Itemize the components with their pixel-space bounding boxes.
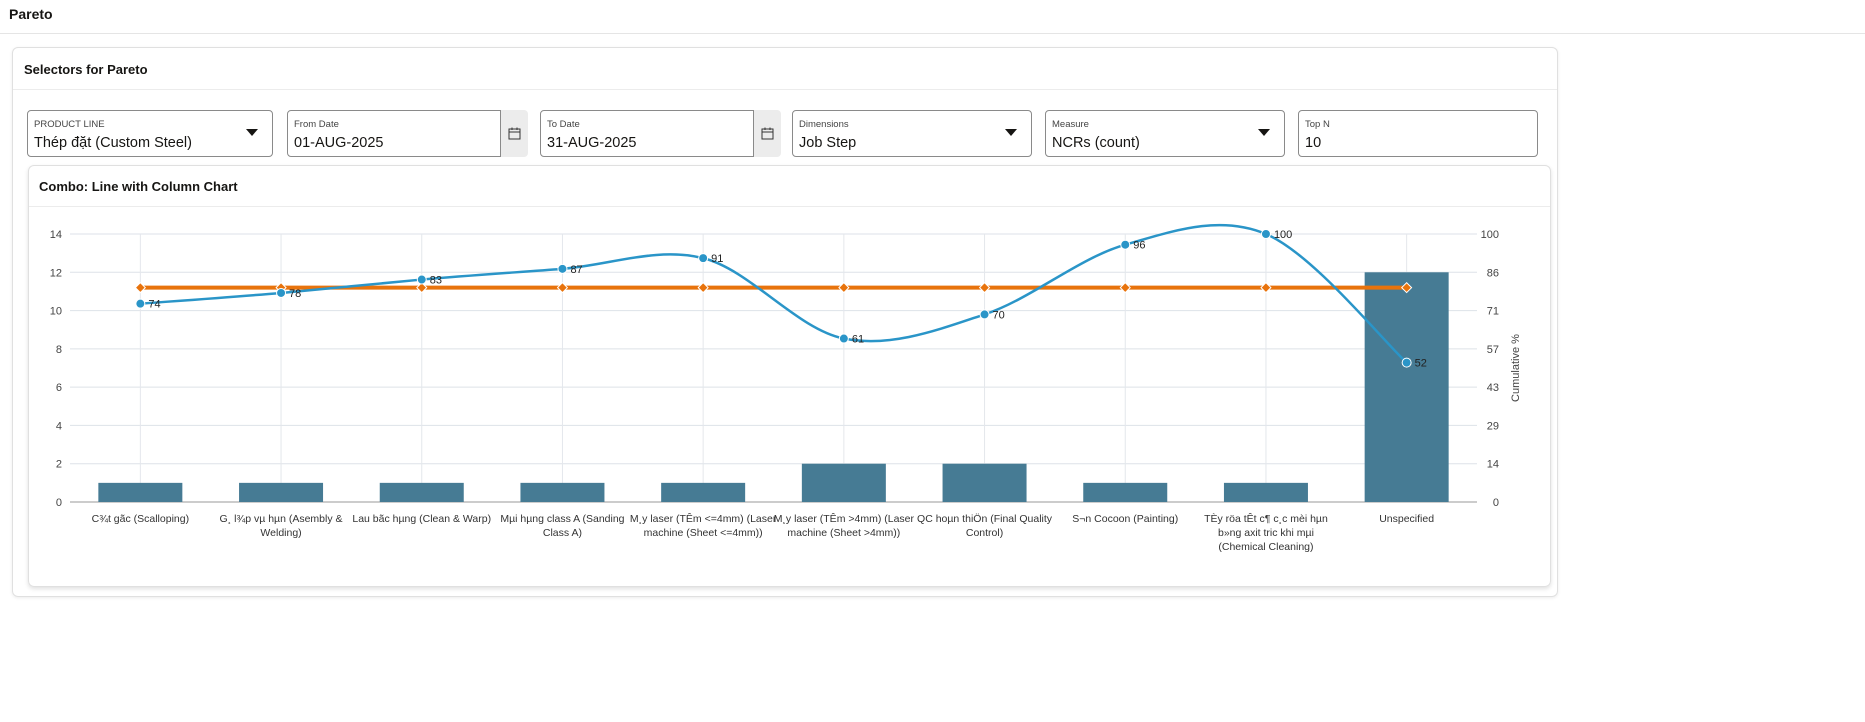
to-date-input[interactable]: To Date 31-AUG-2025 — [540, 110, 754, 157]
bar — [379, 482, 464, 502]
y-left-tick: 0 — [56, 497, 62, 509]
divider — [0, 33, 1865, 34]
data-label: 100 — [1274, 229, 1292, 241]
field-label: From Date — [294, 119, 339, 130]
dimensions-select[interactable]: Dimensions Job Step — [792, 110, 1032, 157]
chart-card: Combo: Line with Column Chart 0 2 4 6 8 10 12 1… — [28, 165, 1551, 587]
y-right-tick: 0 — [1493, 497, 1499, 509]
calendar-icon[interactable] — [501, 110, 528, 157]
bar — [661, 482, 746, 502]
threshold-marker — [1260, 281, 1272, 294]
product-line-select[interactable]: PRODUCT LINE Thép đặt (Custom Steel) — [27, 110, 273, 157]
top-n-input[interactable]: Top N 10 — [1298, 110, 1538, 157]
y-left-tick: 2 — [56, 459, 62, 471]
field-value: Thép đặt (Custom Steel) — [34, 135, 192, 151]
calendar-icon[interactable] — [754, 110, 781, 157]
y-left-tick: 8 — [56, 344, 62, 356]
y-right-tick: 100 — [1481, 229, 1499, 241]
bar — [98, 482, 183, 502]
field-value: 01-AUG-2025 — [294, 135, 384, 151]
data-label: 70 — [993, 309, 1005, 321]
x-tick-label: S¬n Cocoon (Painting) — [1072, 513, 1178, 525]
panel-title: Selectors for Pareto — [24, 62, 148, 77]
field-value: NCRs (count) — [1052, 135, 1140, 151]
selectors-panel: Selectors for Pareto PRODUCT LINE Thép đ… — [12, 47, 1558, 597]
bar — [520, 482, 605, 502]
cumulative-line — [140, 223, 1408, 364]
field-label: Dimensions — [799, 119, 849, 130]
y-right-tick: 86 — [1487, 267, 1499, 279]
bar — [801, 463, 886, 502]
field-label: Top N — [1305, 119, 1330, 130]
data-label: 78 — [289, 288, 301, 300]
y-right-label: Cumulative % — [1510, 334, 1522, 402]
field-label: Measure — [1052, 119, 1089, 130]
bar — [1364, 272, 1449, 502]
y-left-tick: 6 — [56, 382, 62, 394]
data-label: 83 — [430, 275, 442, 287]
caret-down-icon — [1258, 129, 1270, 136]
threshold-marker — [134, 281, 147, 294]
cumulative-point — [1401, 357, 1412, 368]
y-left-tick: 14 — [50, 229, 62, 241]
data-label: 74 — [148, 299, 160, 311]
x-tick-label: QC hoµn thiÖn (Final Quality Control) — [917, 513, 1053, 539]
y-left-tick: 4 — [56, 420, 62, 432]
cumulative-point — [979, 309, 990, 320]
field-value: 10 — [1305, 135, 1322, 151]
cumulative-point — [698, 253, 709, 264]
cumulative-point — [557, 263, 568, 274]
cumulative-point — [1120, 239, 1131, 250]
y-right-tick: 14 — [1487, 459, 1499, 471]
caret-down-icon — [246, 129, 258, 136]
bar — [1223, 482, 1308, 502]
x-tick-label: M¸y laser (TÊm <=4mm) (Laser machine (She… — [630, 512, 777, 539]
combo-chart: 0 2 4 6 8 10 12 14 0 14 29 43 57 71 86 100 Cumulative % C… — [50, 223, 1522, 553]
x-tick-label: TÈy röa tÊt c¶ c¸c mèi hµn b»ng axit tric… — [1204, 512, 1328, 553]
data-label: 96 — [1133, 240, 1145, 252]
x-tick-label: G¸ l¾p vµ hµn (Asembly & Welding) — [220, 513, 343, 539]
y-right-tick: 43 — [1487, 382, 1499, 394]
threshold-marker — [978, 281, 991, 294]
cumulative-point — [135, 298, 146, 309]
threshold-marker — [416, 281, 428, 294]
divider — [13, 89, 1557, 90]
data-label: 87 — [570, 264, 582, 276]
page-title: Pareto — [9, 6, 53, 22]
divider — [29, 206, 1550, 207]
cumulative-point — [1260, 229, 1271, 239]
from-date-input[interactable]: From Date 01-AUG-2025 — [287, 110, 501, 157]
threshold-marker — [838, 281, 850, 294]
y-right-tick: 29 — [1487, 420, 1499, 432]
y-right-tick: 71 — [1487, 306, 1499, 318]
threshold-marker — [1119, 281, 1131, 294]
cumulative-point — [276, 287, 287, 298]
cumulative-point — [838, 333, 849, 344]
measure-select[interactable]: Measure NCRs (count) — [1045, 110, 1285, 157]
x-tick-label: M¸y laser (TÊm >4mm) (Laser machine (Shee… — [774, 512, 915, 539]
bar — [1083, 482, 1168, 502]
field-value: Job Step — [799, 135, 857, 151]
x-tick-label: Lau bãc hµng (Clean & Warp) — [352, 513, 491, 525]
data-label: 61 — [852, 334, 864, 346]
field-label: To Date — [547, 119, 580, 130]
x-tick-label: Unspecified — [1379, 513, 1434, 525]
y-right-tick: 57 — [1487, 344, 1499, 356]
threshold-marker — [697, 281, 709, 294]
caret-down-icon — [1005, 129, 1017, 136]
bar — [942, 463, 1027, 502]
chart-title: Combo: Line with Column Chart — [39, 179, 238, 194]
threshold-marker — [556, 281, 569, 294]
field-value: 31-AUG-2025 — [547, 135, 637, 151]
bar — [239, 482, 324, 502]
y-left-tick: 12 — [50, 267, 62, 279]
x-tick-label: Mµi hµng class A (Sanding Class A) — [500, 513, 624, 539]
cumulative-point — [416, 274, 427, 285]
data-label: 52 — [1415, 358, 1427, 370]
y-left-tick: 10 — [50, 306, 62, 318]
x-tick-label: C¾t gãc (Scalloping) — [92, 513, 189, 525]
data-label: 91 — [711, 253, 723, 265]
field-label: PRODUCT LINE — [34, 119, 105, 130]
threshold-marker — [1400, 281, 1413, 294]
